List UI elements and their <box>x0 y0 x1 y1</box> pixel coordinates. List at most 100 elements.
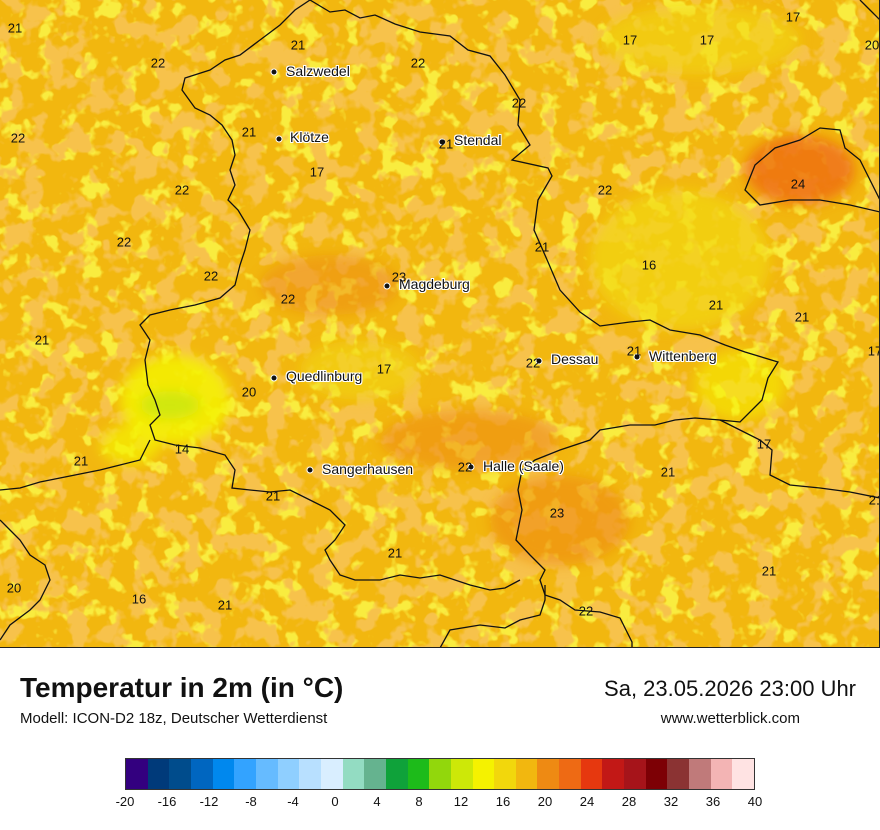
city-label-stendal: Stendal <box>454 132 502 148</box>
value-label: 22 <box>10 130 26 146</box>
legend-swatch <box>320 759 343 789</box>
legend-swatch <box>580 759 603 789</box>
legend-swatch <box>299 759 321 789</box>
value-label: 21 <box>761 563 777 579</box>
legend-swatch <box>190 759 213 789</box>
legend-tick-label: 8 <box>415 794 423 809</box>
value-label: 21 <box>73 453 89 469</box>
legend-tick-label: 16 <box>495 794 511 809</box>
city-label-salzwedel: Salzwedel <box>286 63 350 79</box>
map-warm-patches <box>0 0 879 647</box>
legend-swatch <box>364 759 386 789</box>
value-label: 20 <box>864 37 880 53</box>
value-label: 23 <box>391 269 407 285</box>
website-link[interactable]: www.wetterblick.com <box>660 710 800 727</box>
legend-swatch <box>147 759 170 789</box>
model-info: Modell: ICON-D2 18z, Deutscher Wetterdie… <box>20 710 328 727</box>
value-label: 21 <box>241 124 257 140</box>
legend-tick-label: 4 <box>373 794 381 809</box>
warm-spots <box>260 135 855 565</box>
legend-swatch <box>472 759 495 789</box>
legend-tick-label: 40 <box>747 794 763 809</box>
value-label: 17 <box>376 361 392 377</box>
legend-swatch <box>126 759 148 789</box>
legend-ticks: -20 -16 -12 -8 -4 0 4 8 12 16 20 24 28 32 36 40 <box>116 794 763 814</box>
legend-swatch <box>645 759 668 789</box>
value-label: 24 <box>790 176 806 192</box>
value-label: 22 <box>597 182 613 198</box>
city-dot-salzwedel <box>270 68 278 76</box>
legend-tick-label: 36 <box>705 794 721 809</box>
city-label-wittenberg: Wittenberg <box>649 348 717 364</box>
value-label: 22 <box>511 95 527 111</box>
city-dot-wittenberg <box>633 353 641 361</box>
legend-tick-label: 12 <box>453 794 469 809</box>
value-label: 21 <box>34 332 50 348</box>
value-label: 14 <box>174 441 190 457</box>
legend-swatch <box>407 759 430 789</box>
value-label: 17 <box>699 32 715 48</box>
city-label-kloetze: Klötze <box>290 129 329 145</box>
color-legend <box>125 758 755 790</box>
legend-swatch <box>234 759 256 789</box>
value-label: 22 <box>410 55 426 71</box>
city-dot-kloetze <box>275 135 283 143</box>
value-label: 17 <box>785 9 801 25</box>
state-borders <box>0 0 879 647</box>
legend-tick-label: 20 <box>537 794 553 809</box>
legend-swatch <box>212 759 235 789</box>
value-label: 21 <box>868 492 879 508</box>
legend-tick-label: -16 <box>157 794 177 809</box>
legend-tick-label: 0 <box>331 794 339 809</box>
value-label: 22 <box>525 355 541 371</box>
legend-swatch <box>732 759 755 789</box>
legend-swatch <box>277 759 300 789</box>
value-label: 20 <box>241 384 257 400</box>
legend-tick-label: 32 <box>663 794 679 809</box>
legend-swatch <box>667 759 690 789</box>
legend-tick-label: -12 <box>199 794 219 809</box>
value-label: 22 <box>457 459 473 475</box>
legend-swatch <box>624 759 646 789</box>
legend-swatch <box>515 759 538 789</box>
temperature-map: Salzwedel Klötze Stendal Magdeburg Quedl… <box>0 0 880 648</box>
legend-tick-label: 28 <box>621 794 637 809</box>
forecast-datetime: Sa, 23.05.2026 23:00 Uhr <box>604 676 856 701</box>
legend-swatch <box>537 759 560 789</box>
legend-tick-label: -8 <box>245 794 257 809</box>
value-label: 20 <box>6 580 22 596</box>
city-label-dessau: Dessau <box>551 351 599 367</box>
legend-swatch <box>689 759 711 789</box>
map-canvas <box>0 0 879 647</box>
map-title: Temperatur in 2m (in °C) <box>20 672 344 703</box>
value-label: 21 <box>438 136 454 152</box>
legend-swatch <box>494 759 516 789</box>
value-label: 21 <box>217 597 233 613</box>
legend-swatch <box>169 759 191 789</box>
legend-tick-label: -4 <box>287 794 299 809</box>
value-label: 21 <box>534 239 550 255</box>
value-label: 17 <box>622 32 638 48</box>
legend-swatch <box>602 759 625 789</box>
city-label-halle: Halle (Saale) <box>483 458 564 474</box>
city-label-quedlinburg: Quedlinburg <box>286 368 363 384</box>
value-label: 21 <box>387 545 403 561</box>
value-label: 23 <box>549 505 565 521</box>
value-label: 22 <box>150 55 166 71</box>
cool-spots <box>300 5 800 420</box>
value-label: 21 <box>7 20 23 36</box>
city-dot-magdeburg <box>383 282 391 290</box>
value-label: 17 <box>756 436 772 452</box>
value-label: 21 <box>794 309 810 325</box>
value-label: 22 <box>280 291 296 307</box>
legend-swatch <box>385 759 408 789</box>
value-label: 21 <box>660 464 676 480</box>
value-label: 17 <box>309 164 325 180</box>
value-label: 21 <box>290 37 306 53</box>
city-dot-stendal <box>438 138 446 146</box>
legend-tick-label: -20 <box>115 794 135 809</box>
legend-swatch <box>342 759 365 789</box>
value-label: 16 <box>641 257 657 273</box>
map-footer: Temperatur in 2m (in °C) Modell: ICON-D2… <box>0 648 880 830</box>
city-label-magdeburg: Magdeburg <box>399 276 470 292</box>
